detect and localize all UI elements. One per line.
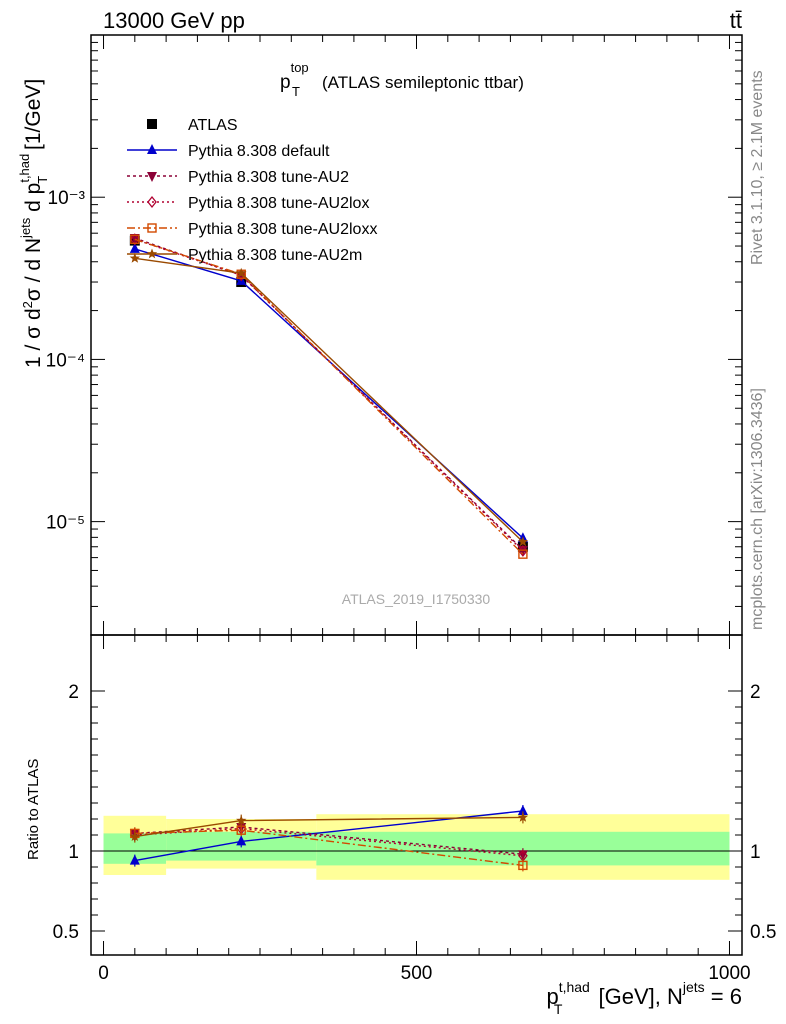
ratio-data-point	[129, 831, 140, 841]
main-data-point	[236, 267, 247, 278]
main-series-1	[129, 242, 528, 543]
main-y-label-sup-jets: jets	[18, 217, 33, 239]
ratio-y-tick-label-right: 2	[750, 682, 761, 703]
main-data-point	[129, 242, 140, 253]
header-right-text: tt̄	[730, 8, 742, 33]
ratio-series-0	[129, 805, 528, 867]
legend: ATLAS Pythia 8.308 default Pythia 8.308 tu…	[127, 117, 377, 264]
legend-marker	[147, 195, 157, 209]
main-series-line	[134, 238, 524, 555]
ratio-y-tick-label: 0.5	[53, 922, 79, 943]
x-axis-label-p: p	[546, 984, 558, 1009]
ratio-series-4	[129, 811, 529, 843]
legend-entry: ATLAS	[147, 117, 238, 134]
ratio-lines	[129, 805, 529, 872]
main-data-point	[518, 549, 528, 559]
x-tick-label: 1000	[708, 963, 750, 984]
ratio-bands	[91, 814, 742, 880]
main-series-3	[129, 233, 528, 557]
x-tick-label: 500	[401, 963, 433, 984]
main-data-point	[518, 544, 528, 557]
x-tick-label: 0	[98, 963, 109, 984]
main-title-sub: T	[292, 84, 300, 99]
ratio-series-line	[134, 826, 523, 855]
x-axis-label-unit: [GeV], N	[592, 984, 682, 1009]
ratio-y-tick-label-right: 1	[750, 842, 761, 863]
main-title: ptop T (ATLAS semileptonic ttbar)	[280, 60, 524, 99]
main-data-point	[517, 536, 529, 547]
main-y-label-b: σ / d N	[22, 238, 45, 301]
main-y-tick-label: 10⁻⁵	[46, 513, 85, 534]
main-series-2	[129, 234, 528, 556]
ratio-data-point	[236, 815, 247, 825]
ratio-panel-frame	[90, 634, 743, 956]
legend-label: Pythia 8.308 tune-AU2	[188, 169, 349, 186]
main-y-label-sup-thad: t,had	[17, 154, 32, 183]
ratio-data-point	[129, 854, 140, 865]
main-y-label-sup2: 2	[20, 301, 35, 308]
main-y-label-sub-t: T	[35, 176, 50, 184]
legend-entry: Pythia 8.308 tune-AU2loxx	[127, 221, 377, 238]
ratio-data-point	[518, 860, 528, 871]
ratio-data-point	[517, 811, 529, 822]
x-axis-label-sub: T	[554, 1001, 563, 1017]
legend-label: Pythia 8.308 tune-AU2lox	[188, 195, 369, 212]
main-title-sup: top	[291, 60, 309, 75]
x-axis-label-sup: t,had	[559, 979, 590, 995]
main-series-line	[134, 237, 524, 551]
legend-label: ATLAS	[188, 117, 238, 134]
legend-label: Pythia 8.308 tune-AU2m	[188, 247, 362, 264]
ratio-y-tick-label: 1	[68, 842, 79, 863]
main-y-label-a: 1 / σ d	[22, 308, 45, 368]
legend-marker	[147, 119, 157, 129]
header-left-text: 13000 GeV pp	[103, 8, 245, 33]
analysis-watermark: ATLAS_2019_I1750330	[342, 591, 491, 607]
main-data-point	[129, 233, 140, 246]
legend-label: Pythia 8.308 default	[188, 143, 330, 160]
main-series-0	[129, 235, 528, 552]
mcplots-text: mcplots.cern.ch [arXiv:1306.3436]	[749, 388, 766, 630]
main-y-label-c: d p	[22, 183, 45, 218]
legend-entry: Pythia 8.308 tune-AU2lox	[127, 195, 369, 212]
ratio-y-tick-label-right: 0.5	[750, 922, 776, 943]
main-y-tick-label: 10⁻³	[48, 188, 86, 209]
main-y-tick-label: 10⁻⁴	[46, 350, 85, 371]
main-title-rest: (ATLAS semileptonic ttbar)	[322, 73, 524, 92]
ratio-data-point	[236, 835, 247, 846]
legend-entry: Pythia 8.308 tune-AU2m	[127, 247, 362, 264]
x-axis-label: pt,had T [GeV], Njets = 6	[546, 979, 742, 1017]
main-data-point	[236, 269, 247, 282]
legend-entry: Pythia 8.308 default	[127, 143, 330, 160]
x-axis-label-eq: = 6	[705, 984, 742, 1009]
rivet-version-text: Rivet 3.1.10, ≥ 2.1M events	[749, 70, 766, 265]
legend-marker	[146, 248, 158, 259]
main-y-label-unit: [1/GeV]	[22, 79, 45, 156]
main-data-point	[129, 252, 140, 263]
main-series-line	[134, 238, 524, 552]
main-series-line	[134, 257, 524, 543]
main-lines	[129, 233, 529, 559]
main-series-4	[130, 234, 528, 559]
ratio-y-label: Ratio to ATLAS	[25, 759, 42, 860]
legend-marker	[147, 144, 157, 154]
x-axis-label-sup-jets: jets	[682, 979, 705, 995]
main-data-point	[130, 234, 140, 245]
legend-marker	[147, 223, 157, 233]
ratio-y-tick-label: 2	[68, 682, 79, 703]
ratio-data-point	[517, 805, 528, 815]
main-series-5	[129, 252, 529, 547]
ratio-series-line	[134, 829, 523, 867]
main-title-p: p	[280, 72, 291, 93]
legend-label: Pythia 8.308 tune-AU2loxx	[188, 221, 377, 238]
legend-marker	[147, 172, 157, 182]
main-y-label: 1 / σ d2σ / d Njets d pt,had T [1/GeV]	[17, 79, 50, 368]
legend-entry: Pythia 8.308 tune-AU2	[127, 169, 349, 186]
